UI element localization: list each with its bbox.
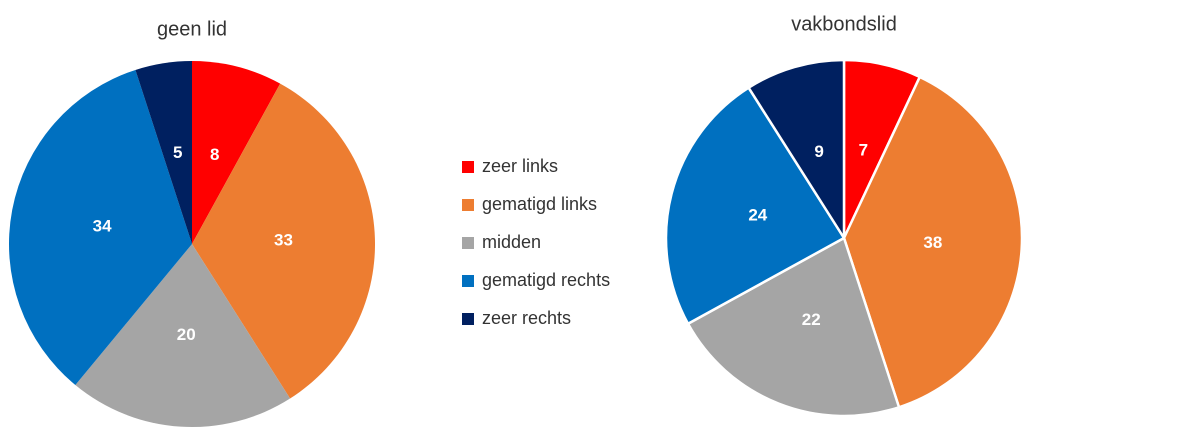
legend-swatch <box>462 199 474 211</box>
legend-label: midden <box>482 232 541 252</box>
legend-swatch <box>462 275 474 287</box>
legend-swatch <box>462 313 474 325</box>
data-label: 22 <box>802 310 821 329</box>
pie-slice <box>664 86 846 326</box>
data-label: 38 <box>923 233 942 252</box>
chart-title: vakbondslid <box>791 13 897 35</box>
data-label: 8 <box>210 145 219 164</box>
pie-slice <box>192 83 375 399</box>
pie-slice <box>842 75 1024 409</box>
pie-slice <box>75 244 291 427</box>
pie-slice <box>8 69 192 386</box>
pie-slice <box>192 61 281 244</box>
legend-swatch <box>462 237 474 249</box>
pie-slice <box>135 61 192 244</box>
legend-label: gematigd rechts <box>482 270 610 290</box>
legend-swatch <box>462 161 474 173</box>
chart-title: geen lid <box>157 18 227 40</box>
data-label: 34 <box>93 216 112 235</box>
pie-slice <box>686 236 901 418</box>
data-label: 24 <box>748 205 767 224</box>
legend-label: gematigd links <box>482 194 597 214</box>
data-label: 33 <box>274 231 293 250</box>
legend-label: zeer links <box>482 156 558 176</box>
pie-slice <box>747 58 846 240</box>
data-label: 5 <box>173 143 182 162</box>
data-label: 20 <box>177 325 196 344</box>
data-label: 9 <box>814 142 823 161</box>
legend-label: zeer rechts <box>482 308 571 328</box>
data-label: 7 <box>859 141 868 160</box>
